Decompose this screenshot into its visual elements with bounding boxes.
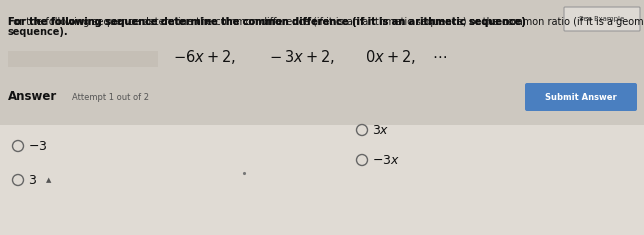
Text: $-3$: $-3$	[28, 140, 48, 153]
FancyBboxPatch shape	[8, 51, 158, 67]
Text: sequence).: sequence).	[8, 27, 69, 37]
Text: For the following sequence determine the common difference (if it is an arithmet: For the following sequence determine the…	[8, 17, 526, 27]
Text: See Example: See Example	[580, 16, 625, 22]
Text: Submit Answer: Submit Answer	[545, 93, 617, 102]
FancyBboxPatch shape	[564, 7, 640, 31]
Text: ▲: ▲	[46, 177, 52, 183]
FancyBboxPatch shape	[525, 83, 637, 111]
Text: Answer: Answer	[8, 90, 57, 103]
Text: Attempt 1 out of 2: Attempt 1 out of 2	[72, 93, 149, 102]
Text: $3x$: $3x$	[372, 124, 390, 137]
Text: For the following sequence determine the common difference (if it is an arithmet: For the following sequence determine the…	[8, 17, 526, 27]
Text: $-3x$: $-3x$	[372, 153, 400, 167]
FancyBboxPatch shape	[0, 125, 644, 235]
Text: $3$: $3$	[28, 173, 37, 187]
Text: $-6x+2, \quad\quad -3x+2, \quad\quad 0x+2, \quad \cdots$: $-6x+2, \quad\quad -3x+2, \quad\quad 0x+…	[173, 48, 448, 66]
Text: For the following sequence determine the common difference (if it is an arithmet: For the following sequence determine the…	[8, 17, 644, 27]
